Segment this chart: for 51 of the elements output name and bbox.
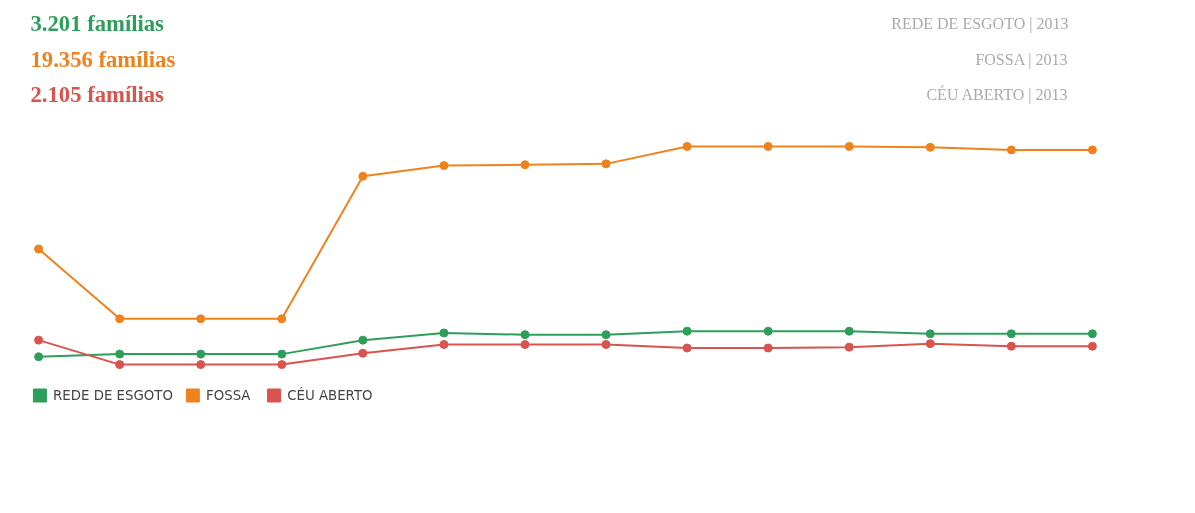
point (1006, 145, 1016, 155)
point (682, 141, 692, 151)
point (115, 314, 125, 324)
point (115, 360, 125, 370)
point (358, 335, 368, 345)
point (34, 335, 44, 345)
point (1087, 341, 1097, 351)
point (439, 161, 449, 171)
point (520, 330, 530, 340)
point (763, 343, 773, 353)
point (925, 329, 935, 339)
point (196, 349, 206, 359)
point (520, 340, 530, 350)
point (925, 142, 935, 152)
point (682, 326, 692, 336)
point (277, 360, 287, 370)
text: REDE DE ESGOTO | 2013 (891, 14, 1069, 33)
point (1006, 329, 1016, 339)
point (844, 141, 854, 151)
point (601, 159, 611, 169)
point (1087, 145, 1097, 155)
point (358, 348, 368, 358)
point (1006, 341, 1016, 351)
point (34, 244, 44, 254)
text: FOSSA | 2013 (975, 50, 1068, 69)
point (601, 340, 611, 350)
text: 19.356 famílias (30, 46, 176, 72)
point (925, 339, 935, 349)
point (601, 330, 611, 340)
point (844, 326, 854, 336)
point (439, 328, 449, 338)
text: CÉU ABERTO | 2013 (926, 85, 1068, 105)
point (520, 160, 530, 170)
point (682, 343, 692, 353)
point (358, 171, 368, 181)
text: 3.201 famílias (30, 10, 165, 36)
point (277, 349, 287, 359)
point (115, 349, 125, 359)
point (34, 352, 44, 362)
text: 2.105 famílias (30, 82, 165, 108)
point (844, 342, 854, 352)
point (196, 360, 206, 370)
legend-label: FOSSA (206, 388, 251, 403)
point (763, 326, 773, 336)
point (763, 141, 773, 151)
point (277, 314, 287, 324)
point (439, 340, 449, 350)
point (196, 314, 206, 324)
point (1087, 329, 1097, 339)
legend-label: REDE DE ESGOTO (53, 388, 173, 403)
legend-label: CÉU ABERTO (287, 387, 373, 403)
